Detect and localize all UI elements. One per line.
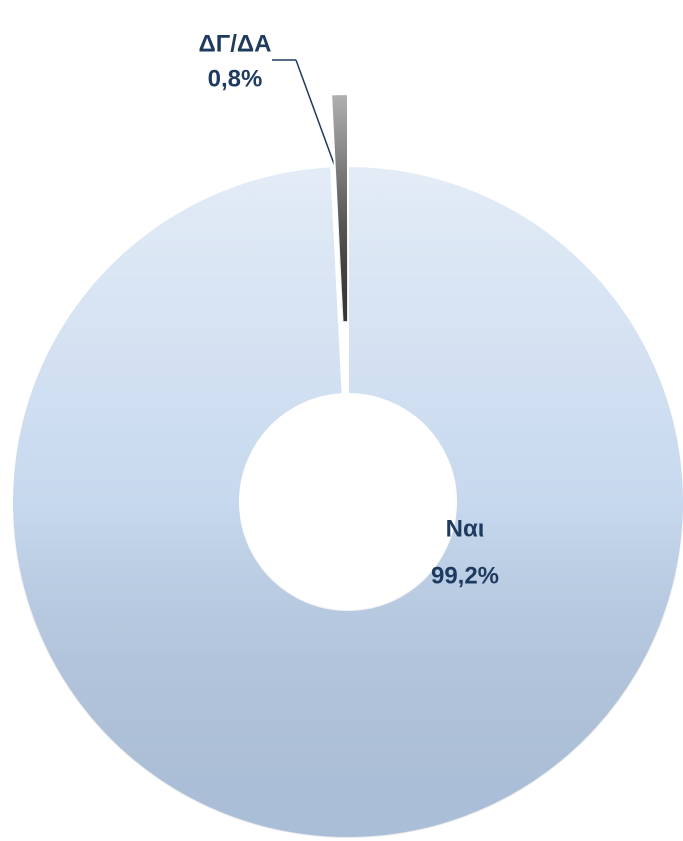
slice-sheen <box>331 94 348 323</box>
slice-value-label: 99,2% <box>431 562 499 589</box>
slice-value-label: 0,8% <box>208 65 263 92</box>
slice-label: ΔΓ/ΔΑ <box>199 30 272 57</box>
slice-label: Ναι <box>446 515 485 542</box>
slice-sheen <box>12 166 683 838</box>
